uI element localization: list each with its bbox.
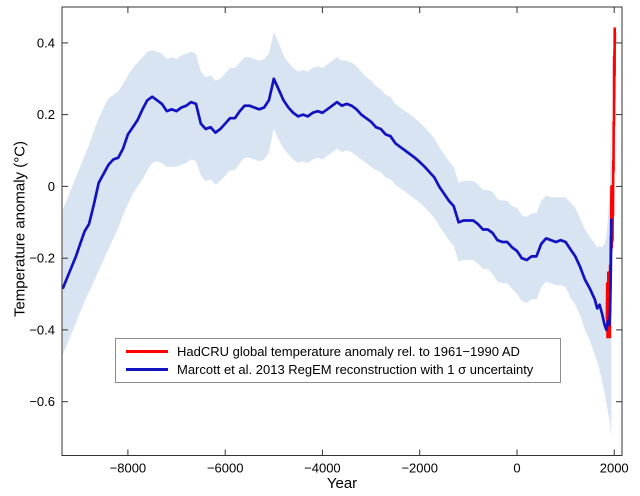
x-tick-label: 2000 xyxy=(600,461,629,476)
y-tick-label: −0.2 xyxy=(29,251,55,266)
x-tick-label: −2000 xyxy=(401,461,438,476)
hadcru-line-sample xyxy=(126,350,168,353)
legend-label-marcott: Marcott et al. 2013 RegEM reconstruction… xyxy=(177,362,534,377)
y-tick-label: 0.2 xyxy=(37,107,55,122)
plot-border xyxy=(61,6,623,456)
x-tick-label: 0 xyxy=(513,461,520,476)
y-tick-label: −0.6 xyxy=(29,394,55,409)
y-tick-label: 0.4 xyxy=(37,35,55,50)
marcott-line-sample xyxy=(126,368,168,371)
x-tick-label: −4000 xyxy=(304,461,341,476)
uncertainty-band xyxy=(62,32,612,438)
x-tick-label: −6000 xyxy=(207,461,244,476)
y-tick-label: −0.4 xyxy=(29,322,55,337)
y-tick-label: 0 xyxy=(48,179,55,194)
legend-entry-marcott: Marcott et al. 2013 RegEM reconstruction… xyxy=(126,361,560,379)
legend-label-hadcru: HadCRU global temperature anomaly rel. t… xyxy=(177,344,520,359)
x-tick-label: −8000 xyxy=(110,461,147,476)
legend-entry-hadcru: HadCRU global temperature anomaly rel. t… xyxy=(126,343,560,361)
legend-box: HadCRU global temperature anomaly rel. t… xyxy=(115,338,561,383)
x-axis-title: Year xyxy=(326,475,358,492)
y-axis-title: Temperature anomaly (°C) xyxy=(11,140,29,318)
marcott-line xyxy=(61,77,613,332)
